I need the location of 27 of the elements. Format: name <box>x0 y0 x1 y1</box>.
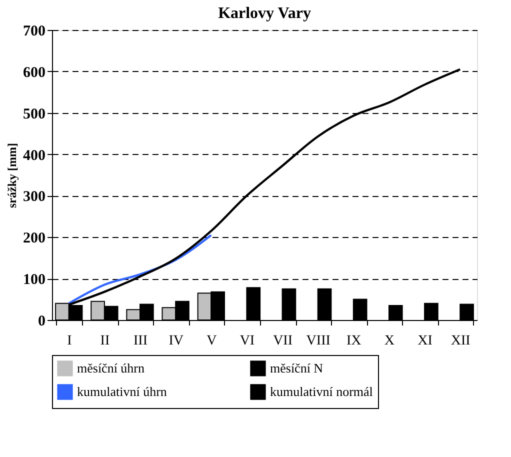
x-tick-label: VIII <box>306 334 331 348</box>
x-tick-label: III <box>134 334 148 348</box>
legend-label: měsíční úhrn <box>77 360 146 376</box>
y-axis-title: srážky [mm] <box>5 143 19 208</box>
x-tick-label: X <box>384 334 395 348</box>
y-tick-label: 300 <box>23 189 46 206</box>
x-tick-label: XI <box>418 334 433 348</box>
x-tick-label: V <box>206 334 217 348</box>
legend-label: kumulativní normál <box>270 384 374 399</box>
legend-label: kumulativní úhrn <box>77 384 168 399</box>
y-tick-label: 200 <box>23 230 46 247</box>
y-tick-label: 0 <box>38 314 46 330</box>
y-tick-label: 100 <box>23 272 46 288</box>
x-tick-label: VII <box>273 334 293 348</box>
y-tick-label: 600 <box>23 64 46 81</box>
chart-title: Karlovy Vary <box>218 5 311 22</box>
x-tick-label: I <box>67 334 72 348</box>
x-tick-label: XII <box>450 334 471 348</box>
x-tick-label: IV <box>168 334 184 348</box>
y-tick-label: 700 <box>23 24 46 40</box>
legend-label: měsíční N <box>270 360 324 376</box>
x-tick-label: VI <box>240 334 255 348</box>
y-tick-label: 500 <box>23 106 46 122</box>
y-tick-label: 400 <box>23 148 46 164</box>
x-tick-label: IX <box>346 334 362 348</box>
line-series <box>68 234 212 305</box>
x-tick-label: II <box>100 334 110 348</box>
